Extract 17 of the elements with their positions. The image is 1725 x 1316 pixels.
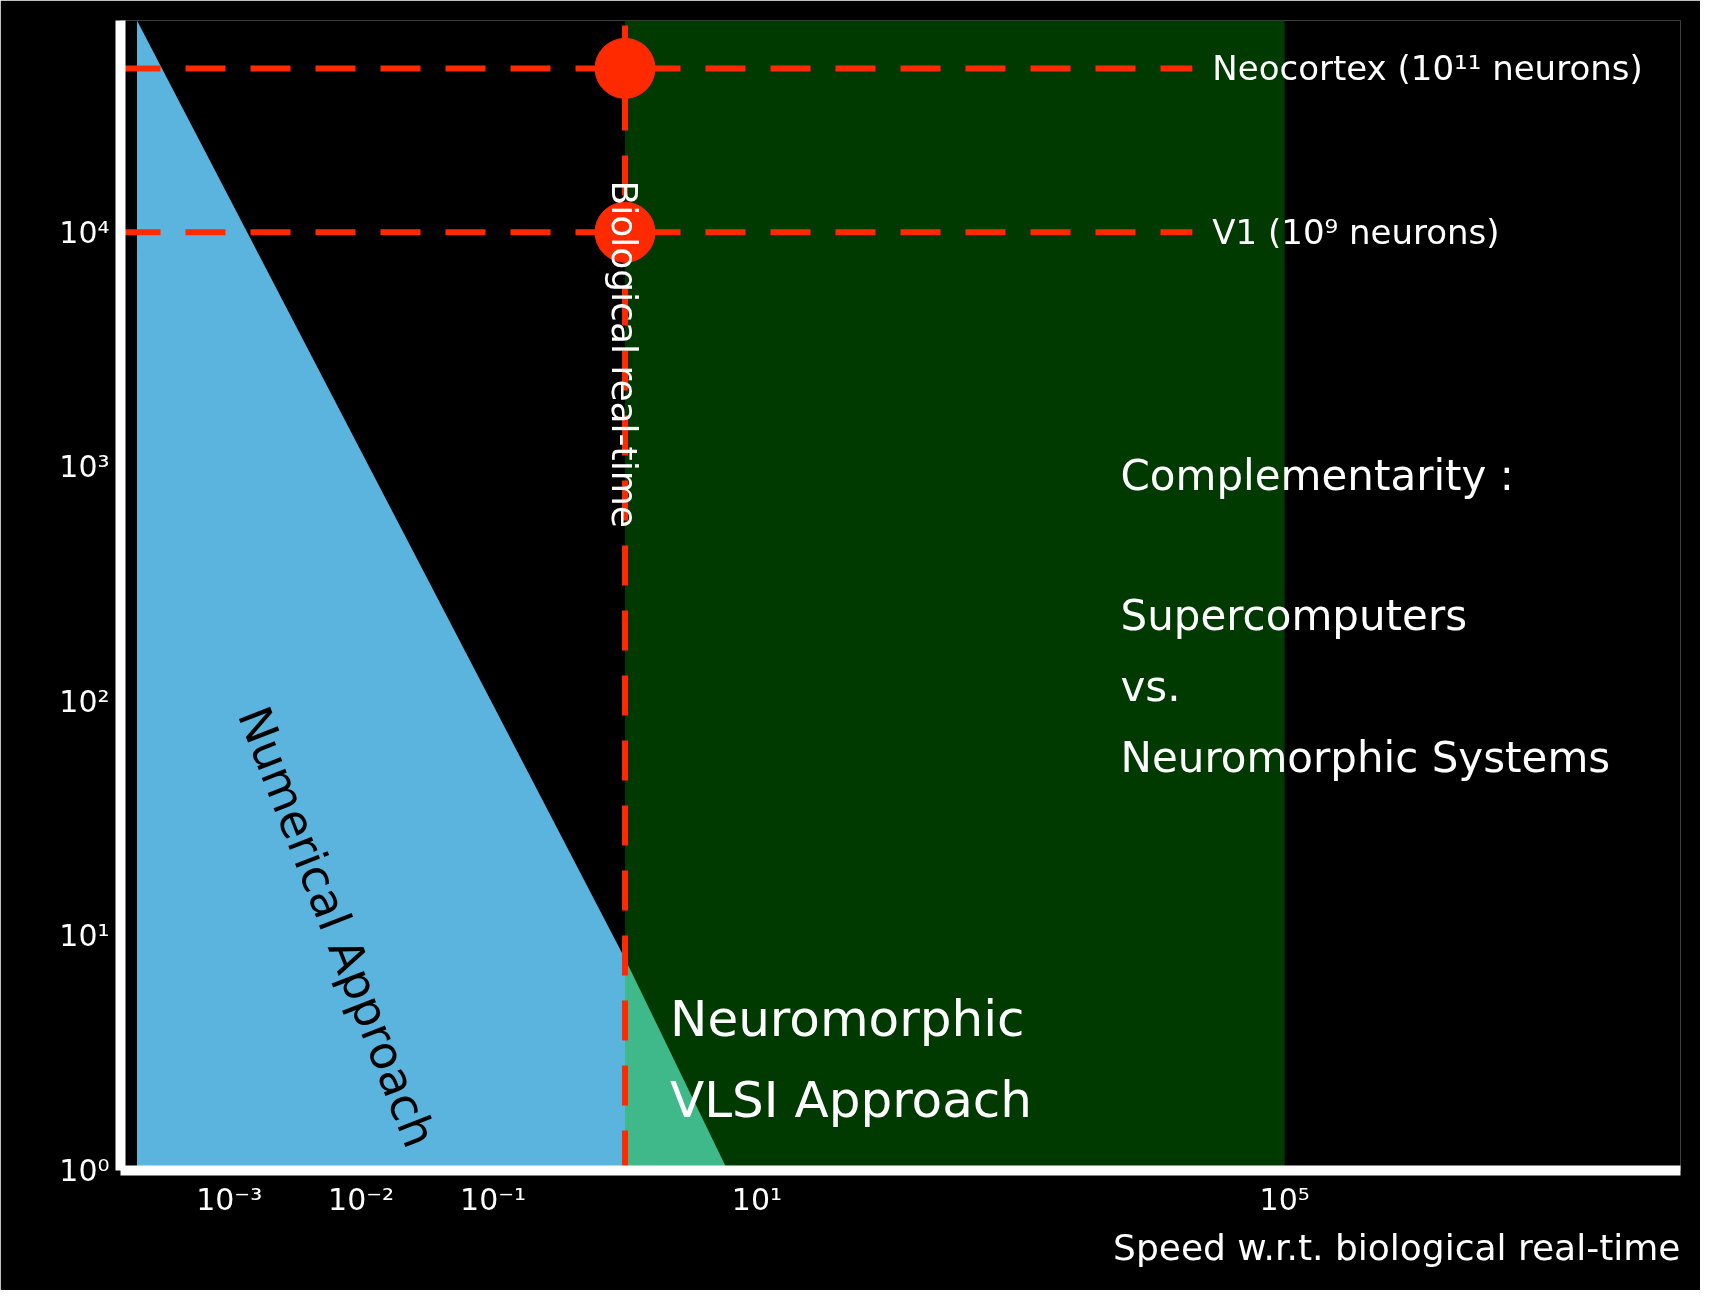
y-tick-label: 10¹ bbox=[59, 918, 110, 954]
x-axis-title: Speed w.r.t. biological real-time bbox=[1113, 1226, 1681, 1268]
y-tick-label: 10⁴ bbox=[59, 214, 110, 250]
y-tick-label: 10² bbox=[59, 683, 110, 719]
annotation: Complementarity : bbox=[1120, 450, 1514, 500]
y-tick-label: 10⁰ bbox=[59, 1153, 110, 1188]
ref-line-label: Neocortex (10¹¹ neurons) bbox=[1212, 48, 1643, 89]
annotation: Supercomputers vs. Neuromorphic Systems bbox=[1120, 590, 1611, 782]
y-tick-label: 10³ bbox=[59, 449, 110, 485]
x-tick-label: 10⁻² bbox=[328, 1181, 395, 1217]
band-label: Neuromorphic VLSI Approach bbox=[670, 990, 1033, 1130]
x-tick-label: 10¹ bbox=[731, 1181, 783, 1217]
x-tick-label: 10⁻³ bbox=[196, 1181, 263, 1217]
x-tick-label: 10⁻¹ bbox=[460, 1181, 527, 1217]
ref-line-label: Biological real-time bbox=[604, 180, 646, 528]
x-tick-label: 10⁵ bbox=[1259, 1181, 1310, 1217]
ref-line-label: V1 (10⁹ neurons) bbox=[1212, 212, 1500, 253]
